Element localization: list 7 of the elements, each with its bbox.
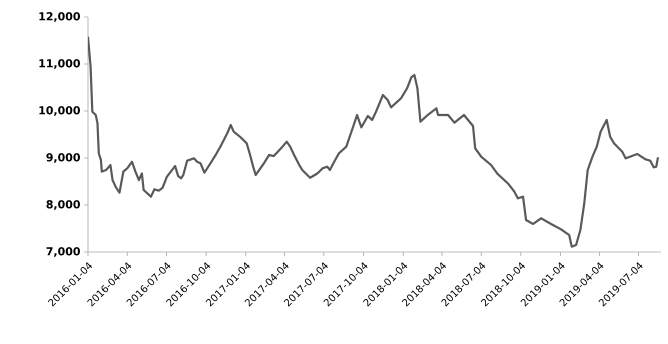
line-series	[88, 36, 660, 248]
y-tick-label: 11,000	[39, 59, 80, 69]
y-tick-label: 7,000	[46, 247, 80, 257]
y-tick-label: 8,000	[46, 200, 80, 210]
y-tick-label: 12,000	[39, 12, 80, 22]
y-tick-label: 10,000	[39, 106, 80, 116]
y-tick-label: 9,000	[46, 153, 80, 163]
